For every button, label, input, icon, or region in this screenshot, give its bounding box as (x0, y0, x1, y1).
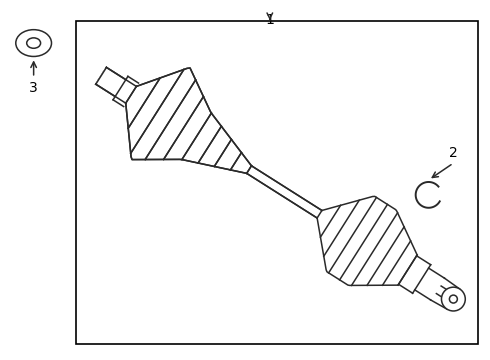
Polygon shape (447, 289, 460, 309)
Ellipse shape (26, 38, 41, 48)
Text: 2: 2 (449, 146, 458, 160)
Circle shape (441, 287, 466, 311)
Polygon shape (398, 256, 431, 293)
Text: 3: 3 (29, 81, 38, 95)
Polygon shape (96, 67, 126, 96)
Polygon shape (415, 268, 444, 300)
Ellipse shape (16, 30, 51, 57)
Polygon shape (126, 68, 251, 174)
Polygon shape (113, 76, 139, 107)
Text: 1: 1 (266, 13, 274, 27)
Bar (76, 21, 478, 344)
Polygon shape (317, 196, 417, 285)
